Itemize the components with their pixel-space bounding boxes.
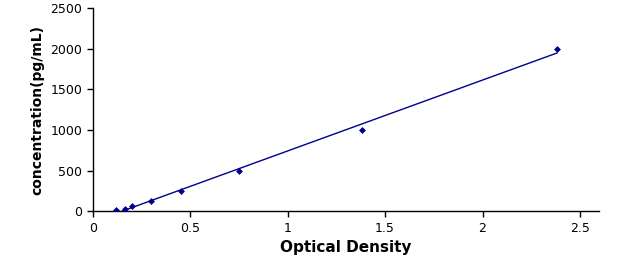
X-axis label: Optical Density: Optical Density	[281, 240, 412, 255]
Y-axis label: concentration(pg/mL): concentration(pg/mL)	[31, 25, 45, 195]
